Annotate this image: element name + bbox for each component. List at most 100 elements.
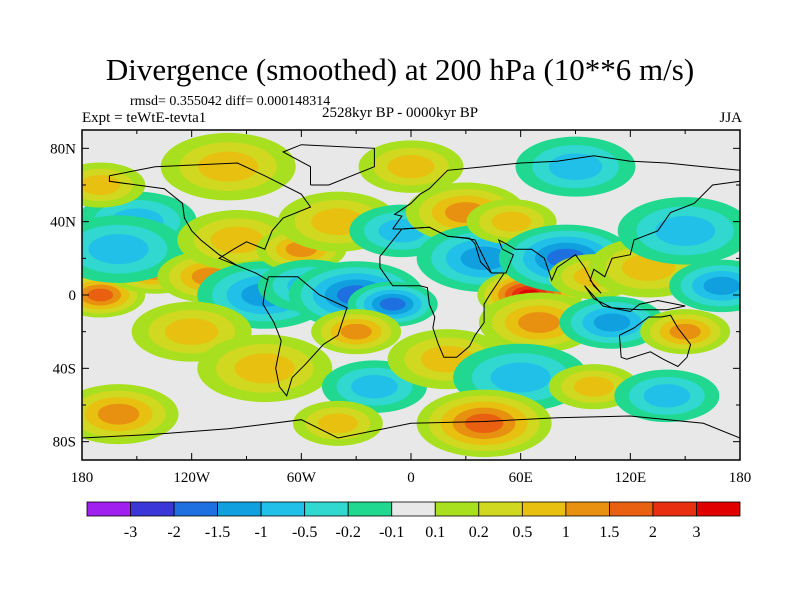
anomaly-contour: [234, 353, 295, 384]
y-tick-label: 40N: [50, 215, 76, 231]
colorbar-swatch: [652, 501, 697, 517]
anomaly-cell: [617, 197, 740, 265]
stats-label: rmsd= 0.355042 diff= 0.000148314: [130, 94, 331, 109]
colorbar-label: -1.5: [205, 524, 230, 541]
colorbar-swatch: [434, 501, 480, 517]
anomaly-contour: [593, 313, 631, 332]
colorbar-label: 0.2: [469, 524, 489, 541]
coastline: [618, 314, 692, 368]
anomaly-cell: [669, 259, 740, 313]
colorbar-label: 2: [649, 524, 657, 541]
anomaly-cell: [358, 140, 464, 193]
colorbar-swatch: [478, 501, 523, 517]
colorbar-label: -0.2: [336, 524, 361, 541]
anomaly-cell: [515, 136, 636, 197]
x-tick-label: 180: [729, 470, 752, 486]
anomaly-cell: [640, 309, 731, 355]
anomaly-cell: [478, 292, 599, 353]
anomaly-contour: [340, 323, 372, 340]
colorbar-swatch: [86, 501, 131, 517]
chart-title: Divergence (smoothed) at 200 hPa (10**6 …: [105, 52, 695, 87]
coastline: [82, 415, 740, 439]
colorbar-swatch: [347, 501, 393, 517]
colorbar-label: 3: [692, 524, 700, 541]
colorbar-label: -2: [167, 524, 180, 541]
anomaly-contour: [387, 155, 435, 179]
anomaly-contour: [518, 312, 560, 333]
y-axis: 80N 40N 0 40S 80S: [50, 141, 740, 451]
anomaly-cell: [614, 369, 720, 423]
anomaly-cell: [311, 309, 402, 355]
colorbar-label: -0.1: [379, 524, 404, 541]
colorbar-label: 1: [562, 524, 570, 541]
anomaly-cell: [292, 400, 383, 446]
colorbar-swatch: [609, 501, 654, 517]
y-tick-label: 40S: [53, 361, 76, 377]
colorbar-swatch: [260, 501, 306, 517]
anomaly-contour: [490, 362, 551, 393]
anomaly-cell: [82, 384, 179, 445]
anomaly-contour: [351, 375, 398, 399]
coastline: [108, 162, 312, 281]
colorbar-label: 1.5: [599, 524, 619, 541]
anomaly-contour: [643, 384, 691, 408]
anomaly-cell: [160, 132, 296, 201]
anomaly-contour: [165, 318, 219, 345]
anomaly-cell: [82, 215, 187, 283]
anomaly-contour: [88, 234, 149, 265]
y-tick-label: 0: [69, 288, 77, 304]
anomaly-contour: [703, 276, 740, 295]
anomaly-cell: [197, 334, 333, 403]
anomaly-contour: [97, 403, 140, 425]
x-tick-label: 120W: [173, 470, 211, 486]
anomaly-contour: [87, 288, 114, 302]
colorbar-label: -0.5: [292, 524, 317, 541]
coastline: [392, 180, 740, 294]
x-axis: 180 120W 60W 0 60E 120E 180: [71, 130, 752, 486]
anomaly-contour: [464, 413, 504, 433]
colorbar-swatch: [217, 501, 262, 517]
x-tick-label: 60E: [509, 470, 533, 486]
colorbar-swatch: [304, 501, 349, 517]
colorbar-label: 0.1: [425, 524, 445, 541]
experiment-label: Expt = teWtE-tevta1: [82, 110, 207, 126]
anomaly-contour: [317, 413, 358, 434]
anomaly-field: [82, 132, 740, 458]
anomaly-contour: [491, 211, 532, 232]
coastline: [281, 144, 375, 186]
anomaly-cell: [82, 162, 146, 208]
anomaly-contour: [210, 226, 265, 254]
anomaly-contour: [82, 175, 121, 195]
colorbar-label: -1: [254, 524, 267, 541]
anomaly-contour: [573, 376, 614, 397]
coastline: [262, 276, 348, 397]
colorbar-swatch: [173, 501, 218, 517]
colorbar-swatch: [696, 501, 741, 517]
colorbar-swatch: [521, 501, 567, 517]
coastline: [392, 155, 740, 230]
season-label: JJA: [719, 110, 742, 126]
x-tick-label: 60W: [287, 470, 317, 486]
anomaly-cell: [416, 389, 552, 458]
coastlines: [82, 144, 740, 439]
x-tick-label: 180: [71, 470, 94, 486]
colorbar-swatch: [391, 501, 436, 517]
anomaly-contour: [379, 297, 406, 311]
colorbar-swatch: [565, 501, 610, 517]
colorbar-label: 0.5: [512, 524, 532, 541]
colorbar-label: -3: [124, 524, 137, 541]
period-label: 2528kyr BP - 0000kyr BP: [321, 105, 479, 121]
anomaly-contour: [198, 151, 259, 182]
colorbar-swatch: [130, 501, 175, 517]
coastline: [379, 226, 506, 358]
x-tick-label: 0: [407, 470, 415, 486]
y-tick-label: 80N: [50, 141, 76, 157]
anomaly-contour: [548, 153, 603, 181]
x-tick-label: 120E: [614, 470, 646, 486]
anomaly-contour: [655, 215, 716, 246]
y-tick-label: 80S: [53, 435, 76, 451]
coastline: [584, 285, 686, 313]
colorbar: -3 -2 -1.5 -1 -0.5 -0.2 -0.1 0.1 0.2 0.5 1 1.5 2 3: [86, 501, 741, 541]
anomaly-cell: [559, 296, 665, 349]
